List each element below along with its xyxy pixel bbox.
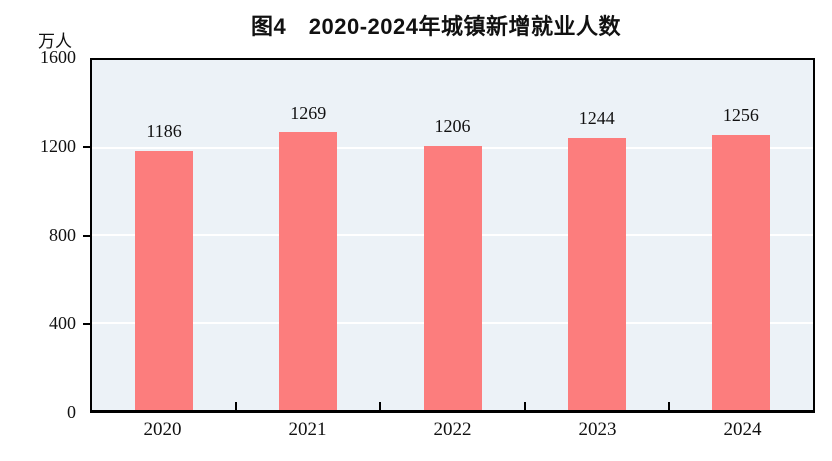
- bar-value-label: 1186: [146, 120, 182, 141]
- plot-area: 1186 1269 1206 1244 1256: [90, 58, 815, 413]
- x-axis: 2020 2021 2022 2023 2024: [90, 413, 815, 453]
- y-tick-mark: [83, 145, 90, 148]
- x-tick-mark: [523, 402, 526, 410]
- bar-2021: [279, 132, 338, 410]
- y-axis: 0 400 800 1200 1600: [0, 47, 90, 422]
- x-tick-mark: [235, 402, 238, 410]
- bar-value-label: 1244: [578, 108, 615, 129]
- bar-2020: [135, 150, 194, 410]
- bar-2022: [423, 146, 482, 410]
- chart-title: 图4 2020-2024年城镇新增就业人数: [251, 14, 621, 39]
- bar-value-label: 1256: [722, 105, 759, 126]
- x-tick-label: 2022: [433, 419, 472, 440]
- y-axis-unit-label: 万人: [38, 32, 72, 51]
- bar-value-label: 1206: [434, 116, 471, 137]
- x-tick-label: 2024: [723, 419, 762, 440]
- y-tick-label: 800: [49, 224, 76, 245]
- bar-2024: [711, 135, 770, 410]
- y-tick-label: 1600: [40, 47, 76, 68]
- x-tick-mark: [667, 402, 670, 410]
- y-tick-label: 1200: [40, 135, 76, 156]
- x-tick-label: 2023: [578, 419, 617, 440]
- bar-value-label: 1269: [290, 102, 327, 123]
- bar-2023: [567, 137, 626, 410]
- x-tick-label: 2021: [288, 419, 327, 440]
- y-tick-label: 0: [67, 402, 76, 423]
- y-tick-mark: [83, 234, 90, 237]
- y-tick-mark: [83, 323, 90, 326]
- x-tick-label: 2020: [143, 419, 182, 440]
- x-tick-mark: [379, 402, 382, 410]
- y-tick-label: 400: [49, 313, 76, 334]
